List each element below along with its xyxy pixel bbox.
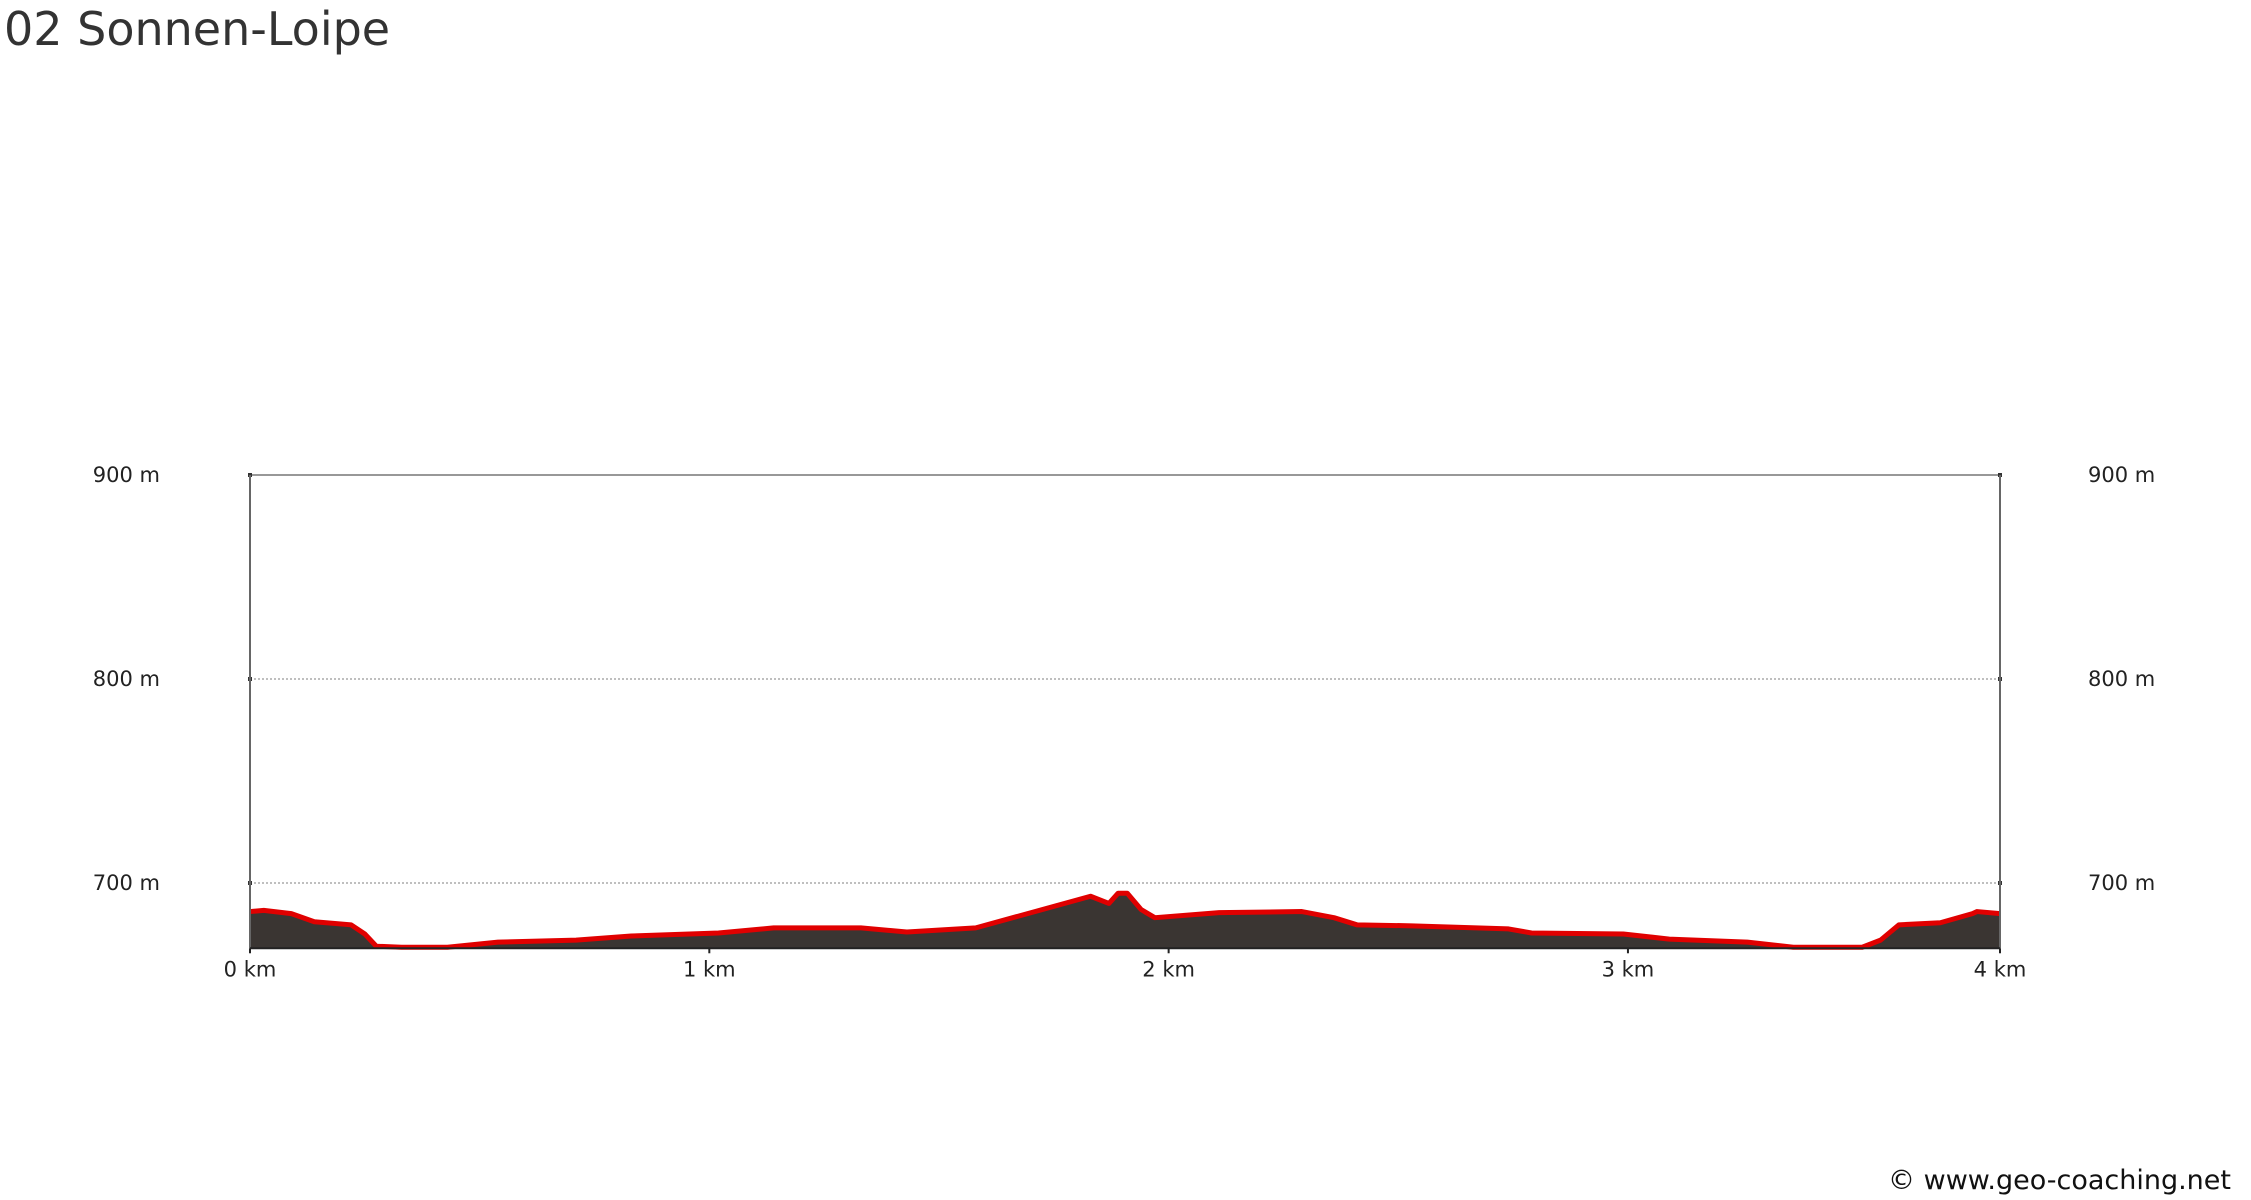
y-tick-label-left: 900 m <box>93 463 160 487</box>
copyright-footer[interactable]: © www.geo-coaching.net <box>1888 1165 2231 1196</box>
elevation-line <box>249 890 2001 950</box>
x-tick-label: 3 km <box>1602 957 1655 981</box>
y-tick-label-left: 800 m <box>93 667 160 691</box>
y-tick-label-left: 700 m <box>93 871 160 895</box>
y-tick-label-right: 900 m <box>2088 463 2155 487</box>
chart-title: 02 Sonnen-Loipe <box>4 2 391 56</box>
x-tick-label: 0 km <box>224 957 277 981</box>
x-tick-label: 4 km <box>1974 957 2027 981</box>
x-tick-label: 2 km <box>1142 957 1195 981</box>
y-tick-label-right: 800 m <box>2088 667 2155 691</box>
x-tick-label: 1 km <box>683 957 736 981</box>
y-tick-label-right: 700 m <box>2088 871 2155 895</box>
